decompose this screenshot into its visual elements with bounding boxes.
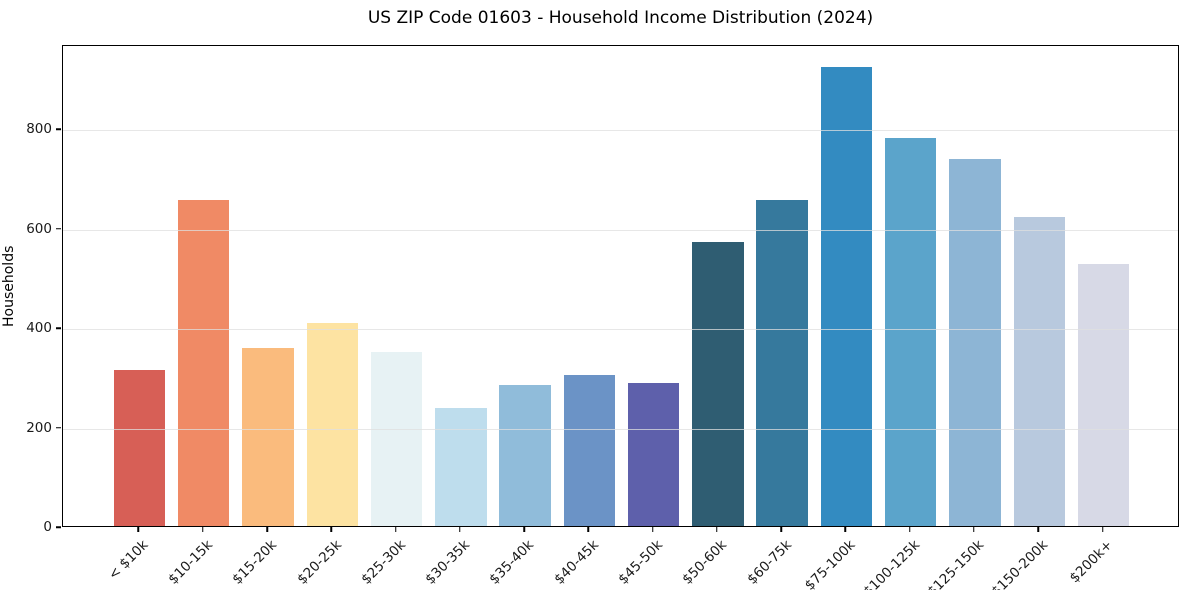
y-tick-mark xyxy=(56,526,61,528)
x-tick-mark xyxy=(459,527,461,532)
x-tick-label: $25-30k xyxy=(358,537,409,588)
x-tick-label: < $10k xyxy=(105,537,152,584)
y-tick-mark xyxy=(56,128,61,131)
y-tick-label: 800 xyxy=(26,121,52,138)
y-tick-label: 400 xyxy=(26,320,52,337)
bar-$200k+ xyxy=(1077,264,1130,526)
x-tick-label: $50-60k xyxy=(679,537,731,588)
x-tick-label: $100-125k xyxy=(860,537,924,590)
bar-$10-15k xyxy=(178,199,230,526)
x-tick-mark xyxy=(1101,527,1104,532)
bar-$150-200k xyxy=(1013,216,1065,526)
x-tick-mark xyxy=(587,527,590,532)
x-tick-label: $30-35k xyxy=(422,537,474,588)
y-tick-label: 200 xyxy=(26,419,52,436)
plot-area xyxy=(62,45,1179,527)
bar-$40-45k xyxy=(563,375,616,526)
x-tick-mark xyxy=(1037,527,1039,532)
bar-$20-25k xyxy=(306,323,358,526)
bar-$125-150k xyxy=(949,159,1001,526)
x-tick-label: $10-15k xyxy=(165,537,217,588)
bar-$60-75k xyxy=(756,199,808,526)
bar-$100-125k xyxy=(885,138,937,526)
x-tick-mark xyxy=(780,527,782,532)
x-tick-mark xyxy=(523,527,525,532)
y-tick-mark xyxy=(56,228,61,230)
bar-< $10k xyxy=(113,370,166,526)
x-tick-mark xyxy=(908,527,911,532)
x-tick-label: $20-25k xyxy=(293,537,345,588)
chart-title: US ZIP Code 01603 - Household Income Dis… xyxy=(367,8,874,28)
x-tick-mark xyxy=(716,527,718,532)
x-tick-label: $200k+ xyxy=(1066,537,1116,587)
x-tick-mark xyxy=(973,527,975,532)
bar-$35-40k xyxy=(499,385,551,526)
x-tick-label: $150-200k xyxy=(988,537,1052,590)
bar-$25-30k xyxy=(370,351,423,526)
y-axis-label: Households xyxy=(1,245,17,327)
bar-$30-35k xyxy=(435,408,487,526)
x-tick-mark xyxy=(137,527,140,532)
x-tick-label: $15-20k xyxy=(229,537,281,588)
x-tick-mark xyxy=(330,527,333,532)
x-tick-label: $45-50k xyxy=(615,537,666,588)
x-tick-mark xyxy=(394,527,397,532)
bar-$50-60k xyxy=(692,241,744,526)
y-tick-mark xyxy=(56,426,61,429)
bars-layer xyxy=(63,46,1178,526)
y-tick-label: 0 xyxy=(43,519,52,535)
bar-$75-100k xyxy=(820,66,873,526)
y-tick-label: 600 xyxy=(26,220,52,237)
x-tick-mark xyxy=(201,527,204,532)
y-tick-mark xyxy=(56,327,61,329)
x-tick-label: $60-75k xyxy=(743,537,795,588)
x-tick-label: $75-100k xyxy=(802,537,859,590)
bar-$45-50k xyxy=(627,382,680,526)
x-tick-mark xyxy=(266,527,268,532)
x-tick-label: $125-150k xyxy=(924,537,988,590)
x-tick-mark xyxy=(844,527,847,532)
bar-$15-20k xyxy=(242,347,294,526)
x-tick-label: $35-40k xyxy=(486,537,538,588)
x-tick-label: $40-45k xyxy=(551,537,602,588)
x-tick-mark xyxy=(651,527,654,532)
